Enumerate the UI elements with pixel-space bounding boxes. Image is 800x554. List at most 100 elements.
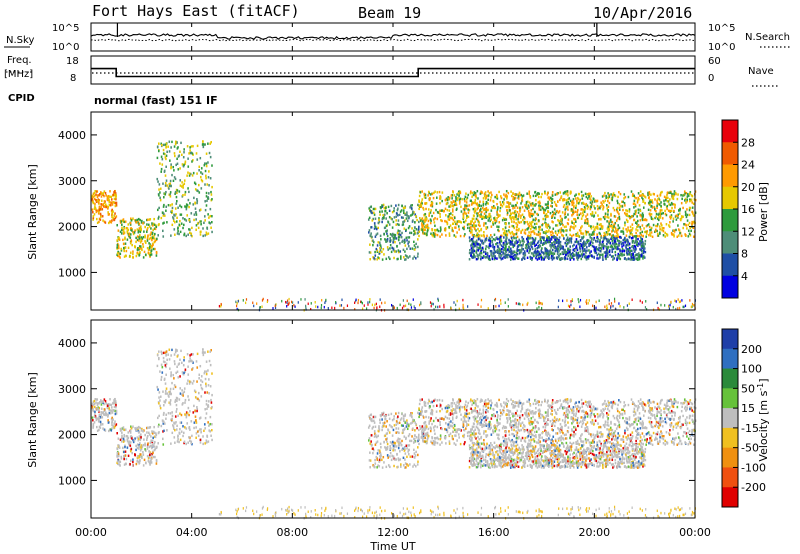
power-echo-cell: [544, 209, 547, 212]
power-echo-cell: [164, 181, 167, 185]
power-echo-cell: [383, 253, 385, 256]
power-echo-cell: [690, 305, 692, 309]
velocity-echo-cell: [115, 402, 117, 405]
velocity-echo-cell: [138, 430, 141, 433]
power-echo-cell: [487, 307, 489, 310]
power-echo-cell: [167, 203, 170, 207]
power-echo-cell: [571, 254, 574, 258]
velocity-echo-cell: [176, 399, 178, 403]
power-echo-cell: [509, 240, 512, 244]
power-echo-cell: [622, 239, 625, 242]
power-echo-cell: [584, 254, 587, 257]
power-echo-cell: [666, 192, 669, 195]
power-echo-cell: [521, 197, 523, 200]
power-echo-cell: [570, 240, 573, 243]
velocity-echo-cell: [146, 434, 149, 438]
power-echo-cell: [659, 232, 661, 235]
power-echo-cell: [505, 222, 507, 226]
power-echo-cell: [631, 229, 633, 232]
power-echo-cell: [293, 304, 295, 307]
power-echo-cell: [209, 222, 211, 225]
power-echo-cell: [527, 209, 530, 213]
power-echo-cell: [436, 196, 438, 199]
power-echo-cell: [220, 302, 222, 306]
power-echo-cell: [567, 254, 570, 258]
power-echo-cell: [369, 300, 371, 304]
power-echo-cell: [412, 210, 414, 214]
power-echo-cell: [462, 213, 465, 216]
power-echo-cell: [604, 212, 607, 215]
power-echo-cell: [639, 214, 641, 217]
power-echo-cell: [632, 253, 634, 257]
velocity-echo-cell: [130, 436, 132, 440]
power-echo-cell: [566, 205, 569, 208]
power-echo-cell: [199, 220, 201, 223]
power-echo-cell: [211, 215, 213, 218]
power-echo-cell: [563, 251, 566, 254]
power-echo-cell: [511, 224, 513, 228]
power-echo-cell: [560, 195, 563, 198]
power-echo-cell: [136, 248, 139, 251]
velocity-echo-cell: [131, 451, 133, 455]
power-echo-cell: [590, 205, 593, 209]
power-echo-cell: [189, 146, 191, 149]
velocity-echo-cell: [203, 423, 206, 426]
power-echo-cell: [588, 192, 590, 195]
power-echo-cell: [486, 201, 488, 205]
power-echo-cell: [188, 218, 190, 222]
velocity-echo-cell: [161, 371, 164, 374]
velocity-echo-cell: [205, 382, 207, 385]
power-echo-cell: [552, 227, 555, 230]
power-echo-cell: [625, 218, 628, 222]
power-echo-cell: [120, 232, 123, 235]
power-echo-cell: [464, 199, 466, 203]
power-echo-cell: [601, 195, 604, 198]
power-echo-cell: [404, 213, 407, 216]
power-echo-cell: [399, 303, 401, 307]
power-echo-cell: [504, 195, 507, 198]
power-echo-cell: [614, 253, 617, 257]
power-echo-cell: [600, 201, 602, 204]
power-echo-cell: [556, 249, 559, 253]
power-echo-cell: [649, 229, 651, 232]
power-echo-cell: [220, 305, 222, 308]
power-echo-cell: [544, 240, 547, 243]
velocity-echo-cell: [115, 423, 118, 426]
power-echo-cell: [566, 191, 569, 194]
power-echo-cell: [627, 250, 630, 253]
power-echo-cell: [606, 304, 608, 308]
power-echo-cell: [489, 212, 491, 216]
power-echo-cell: [158, 206, 160, 210]
power-echo-cell: [487, 208, 489, 212]
power-echo-cell: [211, 185, 213, 189]
velocity-echo-cell: [100, 399, 102, 402]
power-echo-cell: [619, 252, 622, 256]
velocity-echo-cell: [143, 458, 146, 462]
power-echo-cell: [553, 235, 555, 239]
power-echo-cell: [138, 254, 140, 257]
power-echo-cell: [690, 199, 692, 202]
velocity-echo-cell: [209, 415, 212, 419]
power-echo-cell: [422, 220, 424, 223]
power-echo-cell: [637, 223, 640, 227]
velocity-echo-cell: [156, 416, 159, 420]
power-echo-cell: [430, 232, 432, 235]
velocity-echo-cell: [152, 451, 154, 455]
power-echo-cell: [567, 222, 570, 226]
velocity-echo-cell: [188, 413, 190, 417]
power-echo-cell: [635, 220, 638, 224]
power-echo-cell: [107, 213, 110, 216]
power-echo-cell: [546, 234, 548, 238]
power-echo-cell: [118, 238, 121, 241]
power-echo-cell: [397, 257, 399, 261]
power-echo-cell: [472, 245, 475, 249]
power-echo-cell: [210, 190, 212, 194]
power-echo-cell: [455, 203, 458, 207]
power-echo-cell: [597, 227, 599, 230]
power-echo-cell: [448, 218, 451, 221]
power-echo-cell: [582, 249, 584, 252]
power-echo-cell: [669, 191, 672, 195]
power-echo-cell: [127, 223, 130, 226]
power-echo-cell: [530, 204, 532, 207]
